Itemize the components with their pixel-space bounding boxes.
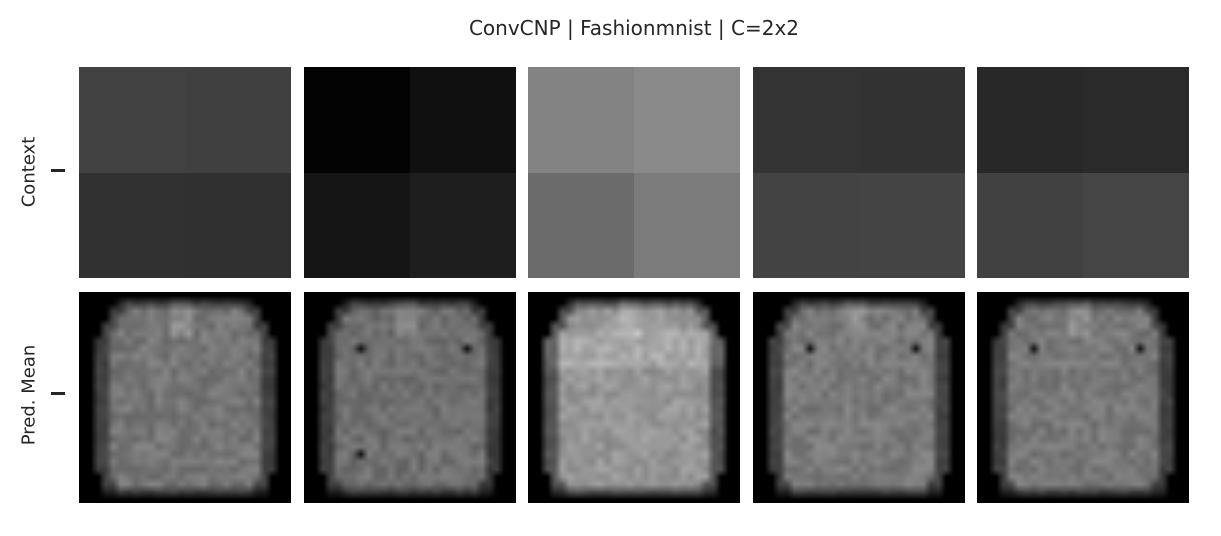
pred-mean-panel-3 <box>528 292 740 503</box>
pred-mean-panel-4 <box>753 292 965 503</box>
figure-title: ConvCNP | Fashionmnist | C=2x2 <box>468 16 800 40</box>
context-cell <box>528 172 634 278</box>
context-panel-3 <box>528 67 740 278</box>
pred-mean-image-2 <box>304 292 516 503</box>
context-cell <box>977 172 1083 278</box>
context-cell <box>634 67 740 173</box>
context-panel-5 <box>977 67 1189 278</box>
pred-mean-image-5 <box>977 292 1189 503</box>
context-cell <box>185 67 291 173</box>
context-panel-1 <box>79 67 291 278</box>
context-cell <box>79 172 185 278</box>
context-cell <box>185 172 291 278</box>
context-cell <box>634 172 740 278</box>
row-label-context: Context <box>18 136 40 208</box>
row-tick-context <box>51 169 65 172</box>
row-label-pred-mean: Pred. Mean <box>18 344 40 446</box>
context-cell <box>753 172 859 278</box>
context-cell <box>79 67 185 173</box>
context-cell <box>304 67 410 173</box>
row-tick-pred-mean <box>51 392 65 395</box>
pred-mean-panel-2 <box>304 292 516 503</box>
context-cell <box>1083 172 1189 278</box>
pred-mean-image-1 <box>79 292 291 503</box>
context-cell <box>1083 67 1189 173</box>
pred-mean-panel-5 <box>977 292 1189 503</box>
pred-mean-image-4 <box>753 292 965 503</box>
context-cell <box>753 67 859 173</box>
context-cell <box>859 172 965 278</box>
context-panel-2 <box>304 67 516 278</box>
pred-mean-image-3 <box>528 292 740 503</box>
context-panel-4 <box>753 67 965 278</box>
pred-mean-panel-1 <box>79 292 291 503</box>
context-cell <box>859 67 965 173</box>
context-cell <box>977 67 1083 173</box>
context-cell <box>410 67 516 173</box>
context-cell <box>528 67 634 173</box>
context-cell <box>304 172 410 278</box>
context-cell <box>410 172 516 278</box>
